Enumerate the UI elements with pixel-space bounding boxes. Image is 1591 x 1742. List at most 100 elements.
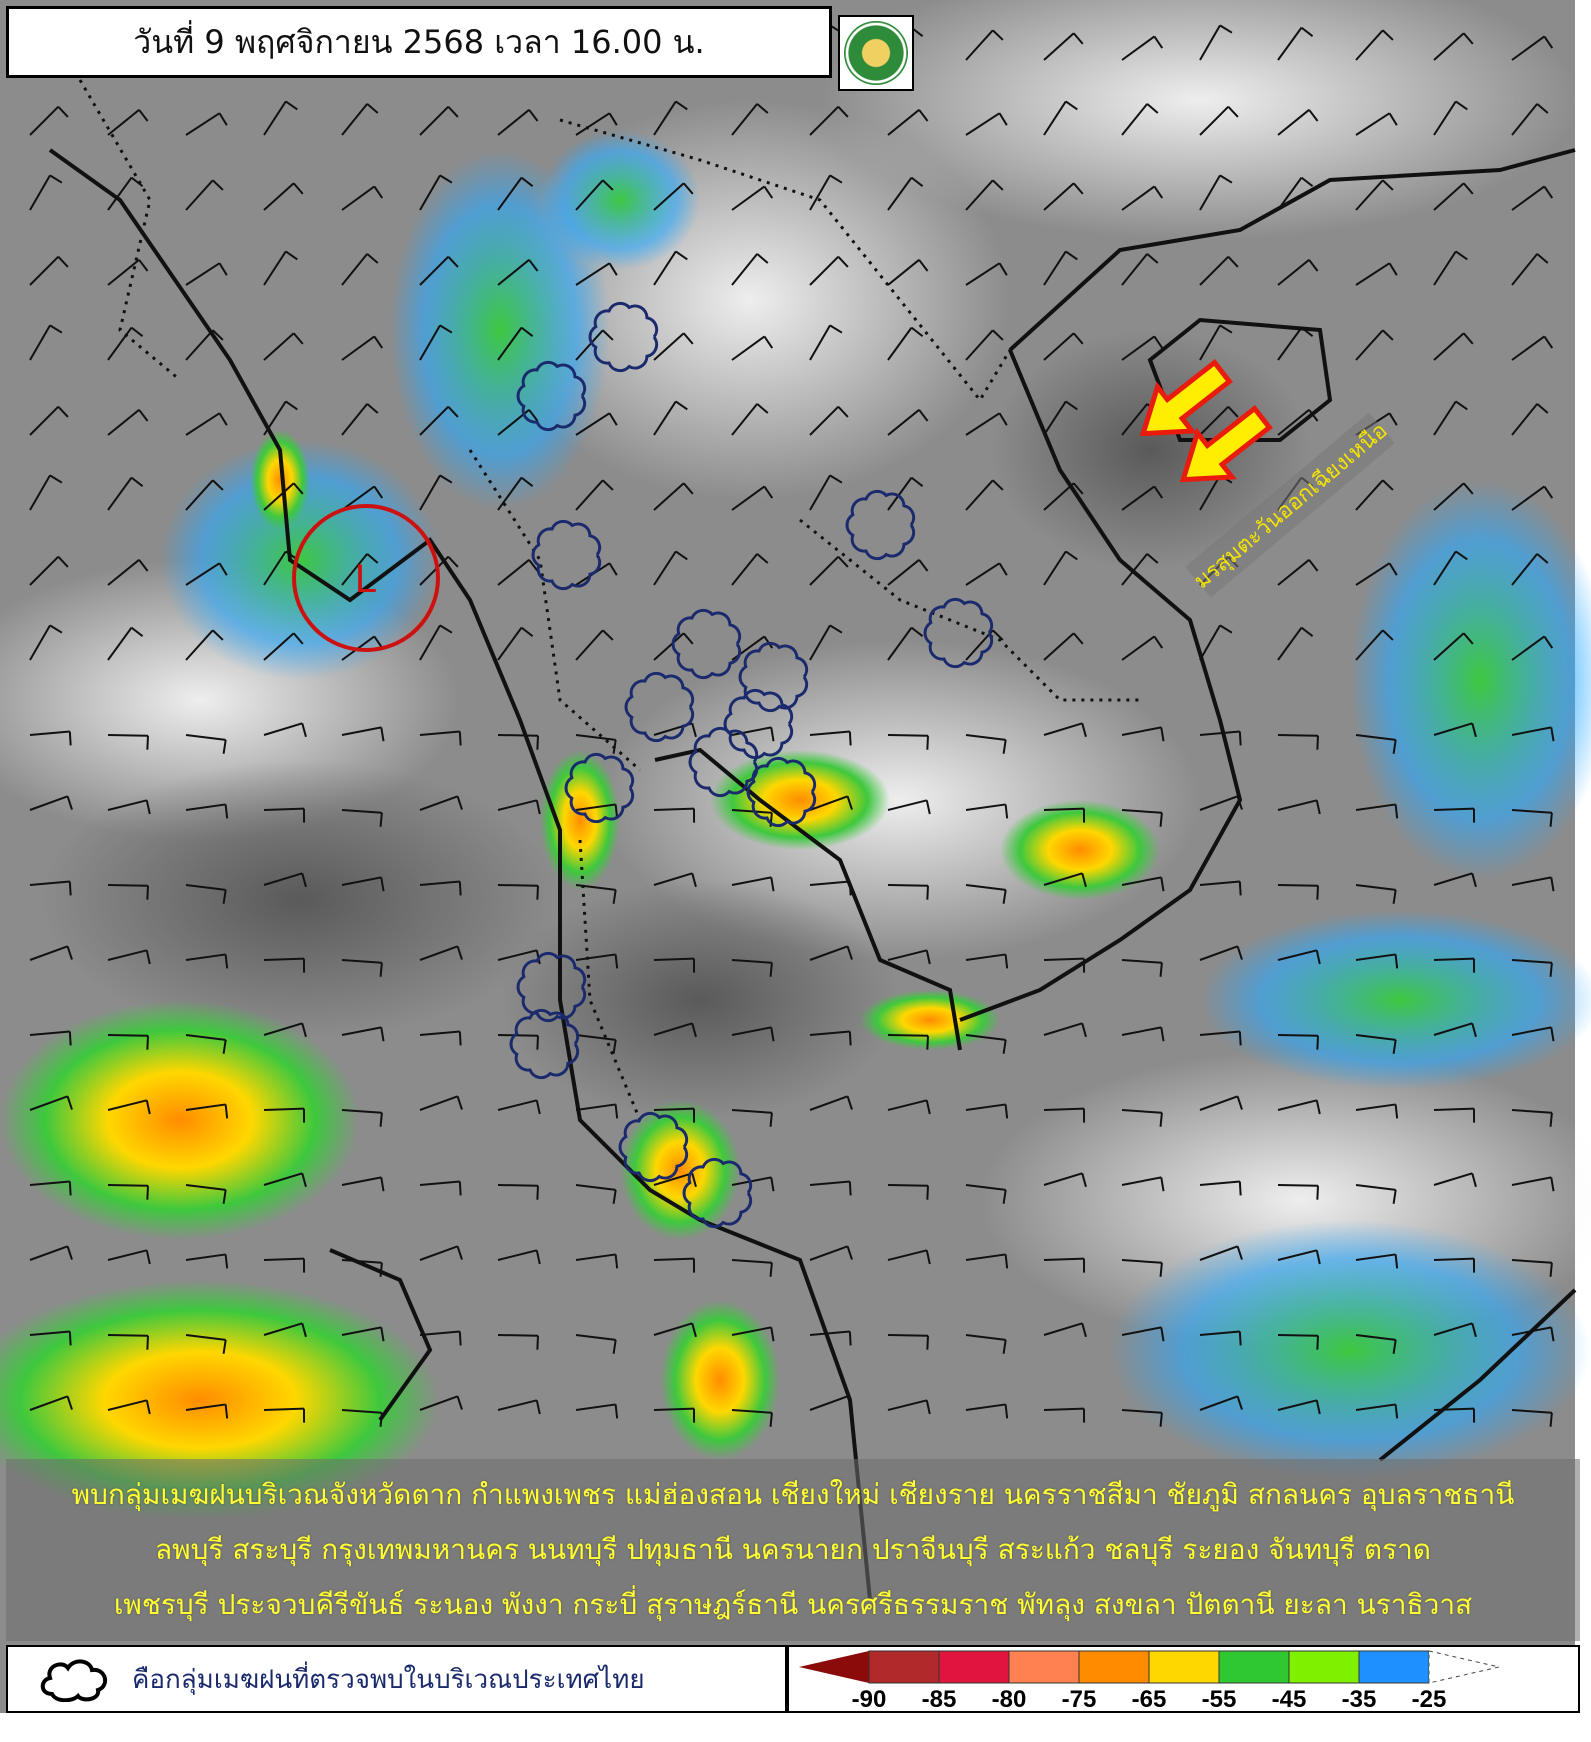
- wind-barb: [29, 730, 72, 746]
- wind-barb: [1433, 632, 1474, 661]
- wind-barb: [1121, 1109, 1163, 1127]
- wind-barb: [1043, 182, 1084, 211]
- wind-barb: [965, 1403, 1009, 1419]
- wind-barb: [1043, 1407, 1086, 1423]
- wind-barb: [263, 400, 298, 436]
- wind-barb: [419, 945, 463, 961]
- wind-barb: [341, 185, 384, 211]
- wind-barb: [341, 959, 383, 977]
- wind-barb: [29, 1330, 72, 1346]
- wind-barb: [1199, 730, 1242, 746]
- rain-cloud-color-layer: [0, 130, 1591, 1520]
- wind-barb: [1043, 100, 1078, 136]
- wind-barb: [419, 624, 453, 661]
- scale-swatch: [1218, 1650, 1290, 1684]
- wind-barb: [1511, 726, 1555, 742]
- wind-barb: [107, 409, 149, 436]
- wind-barb: [1355, 1034, 1397, 1054]
- wind-barb: [575, 1103, 619, 1119]
- wind-barb: [1433, 1257, 1476, 1273]
- wind-barb: [653, 872, 697, 888]
- wind-barb: [1511, 1109, 1553, 1127]
- wind-barb: [809, 1095, 853, 1111]
- wind-barb: [809, 880, 852, 896]
- wind-barb: [887, 1099, 931, 1115]
- wind-barb: [575, 734, 617, 754]
- wind-barb: [1433, 957, 1476, 973]
- wind-barb: [107, 1399, 151, 1415]
- wind-barb: [419, 174, 453, 211]
- wind-barb: [1433, 482, 1474, 511]
- wind-barb: [887, 1034, 929, 1050]
- wind-barb: [419, 1395, 463, 1411]
- rain-cloud-outline: [618, 1111, 689, 1183]
- wind-barb: [1121, 485, 1164, 511]
- wind-barb: [1355, 884, 1397, 904]
- wind-barb: [341, 1176, 385, 1192]
- wind-barb: [1277, 1334, 1319, 1350]
- wind-barb: [419, 1095, 463, 1111]
- wind-barb: [1199, 324, 1233, 361]
- wind-barb: [1121, 553, 1159, 586]
- wind-barb: [341, 1409, 383, 1427]
- wind-barb: [965, 262, 1008, 286]
- rain-cloud-outline: [682, 1157, 753, 1229]
- wind-barb: [419, 406, 459, 436]
- notice-line: เพชรบุรี ประจวบคีรีขันธ์ ระนอง พังงา กระ…: [113, 1588, 1473, 1622]
- scale-label: -25: [1412, 1686, 1447, 1711]
- wind-barb: [1355, 562, 1398, 586]
- wind-barb: [29, 1180, 72, 1196]
- wind-barb: [809, 1030, 852, 1046]
- wind-barb: [887, 409, 929, 436]
- wind-barb: [497, 884, 539, 900]
- rain-cloud-outline: [516, 951, 587, 1023]
- wind-barb: [107, 734, 149, 750]
- wind-barb: [653, 100, 688, 136]
- wind-barb: [1199, 1395, 1243, 1411]
- wind-barb: [29, 1030, 72, 1046]
- wind-barb: [1121, 253, 1159, 286]
- wind-barb: [965, 629, 1004, 661]
- wind-barb: [653, 482, 694, 511]
- wind-barb: [653, 400, 688, 436]
- wind-barb: [809, 1395, 853, 1411]
- wind-barb: [185, 112, 228, 136]
- wind-barb: [1043, 400, 1078, 436]
- wind-barb: [341, 335, 384, 361]
- wind-barb: [1355, 629, 1394, 661]
- wind-barb: [497, 1099, 541, 1115]
- wind-barb: [1121, 335, 1164, 361]
- wind-barb: [809, 624, 843, 661]
- wind-barb: [107, 326, 144, 361]
- rain-cloud-outline: [688, 726, 759, 798]
- scale-swatch: [1428, 1650, 1500, 1684]
- wind-barb: [185, 1034, 227, 1054]
- wind-barb: [809, 945, 853, 961]
- wind-barb: [341, 1109, 383, 1127]
- wind-barb: [1121, 1176, 1165, 1192]
- wind-barb: [965, 1184, 1007, 1204]
- wind-barb: [965, 953, 1009, 969]
- logo-emblem: [844, 21, 908, 85]
- wind-barb: [1043, 1107, 1086, 1123]
- wind-barb: [263, 1172, 307, 1188]
- rain-cloud-outline: [624, 671, 695, 743]
- temperature-color-scale: -90 -85 -80 -75 -65 -55 -45 -35 -25: [787, 1645, 1580, 1713]
- wind-barb: [965, 562, 1008, 586]
- wind-barb: [965, 329, 1004, 361]
- rain-cloud-outline: [588, 301, 659, 373]
- wind-barb: [185, 262, 228, 286]
- wind-barb: [185, 1184, 227, 1204]
- cloud-legend: คือกลุ่มเมฆฝนที่ตรวจพบในบริเวณประเทศไทย: [6, 1645, 787, 1713]
- wind-barb: [263, 1407, 306, 1423]
- wind-barb: [1043, 250, 1078, 286]
- monsoon-arrow-icon: [1179, 405, 1273, 483]
- wind-barb: [419, 1180, 462, 1196]
- wind-barb: [1433, 1022, 1477, 1038]
- wind-barb: [1355, 479, 1394, 511]
- rain-cloud-outline: [531, 519, 602, 591]
- wind-barb: [731, 185, 774, 211]
- wind-barbs: [29, 24, 1555, 1427]
- wind-barb: [1043, 550, 1078, 586]
